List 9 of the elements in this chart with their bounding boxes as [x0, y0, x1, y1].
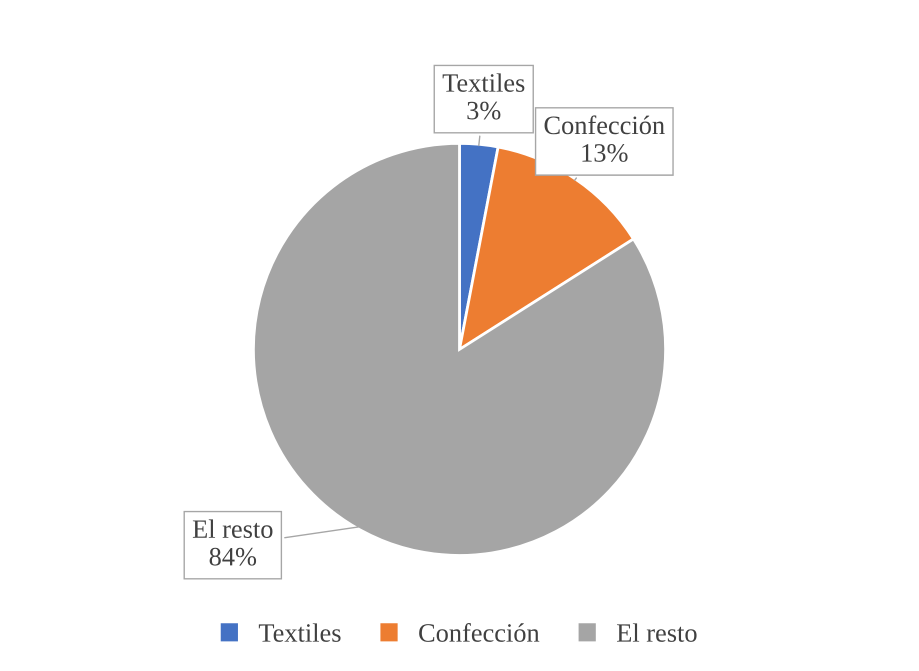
- slice-label: Confección: [544, 115, 665, 134]
- data-label: 13%: [582, 144, 628, 162]
- slice-label: Textiles: [442, 73, 524, 92]
- legend-label: El resto: [616, 623, 697, 642]
- slice-label: El resto: [192, 519, 272, 538]
- legend-label: Textiles: [258, 623, 341, 642]
- data-label: 84%: [210, 548, 256, 566]
- legend-label: Confección: [419, 623, 540, 642]
- data-label: 3%: [467, 102, 500, 120]
